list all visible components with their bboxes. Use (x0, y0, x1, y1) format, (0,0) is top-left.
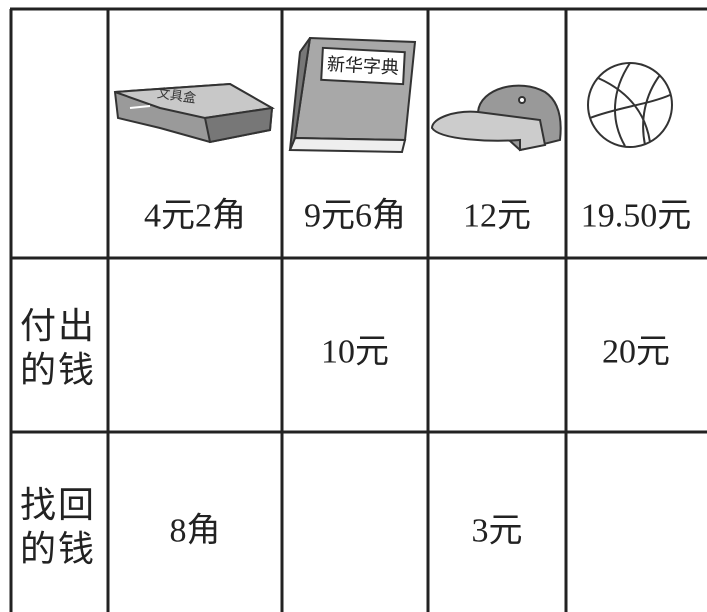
grid (9, 7, 707, 612)
cell: 3元 (471, 512, 523, 550)
pencil-box-label: 文具盒 (156, 85, 197, 105)
cell: 20元 (602, 333, 670, 371)
price: 9元6角 (304, 197, 406, 235)
cell: 8角 (169, 512, 221, 550)
pencil-box-icon (113, 82, 276, 144)
dictionary-label: 新华字典 (327, 54, 400, 78)
dictionary-icon (288, 36, 417, 154)
price: 12元 (463, 197, 531, 235)
price: 19.50元 (580, 197, 692, 235)
cell: 10元 (321, 333, 389, 371)
price: 4元2角 (144, 197, 246, 235)
cap-icon (430, 84, 562, 152)
row-header: 找回的钱 (20, 485, 97, 569)
volleyball-icon (587, 62, 673, 148)
row-header: 付出的钱 (20, 306, 97, 390)
